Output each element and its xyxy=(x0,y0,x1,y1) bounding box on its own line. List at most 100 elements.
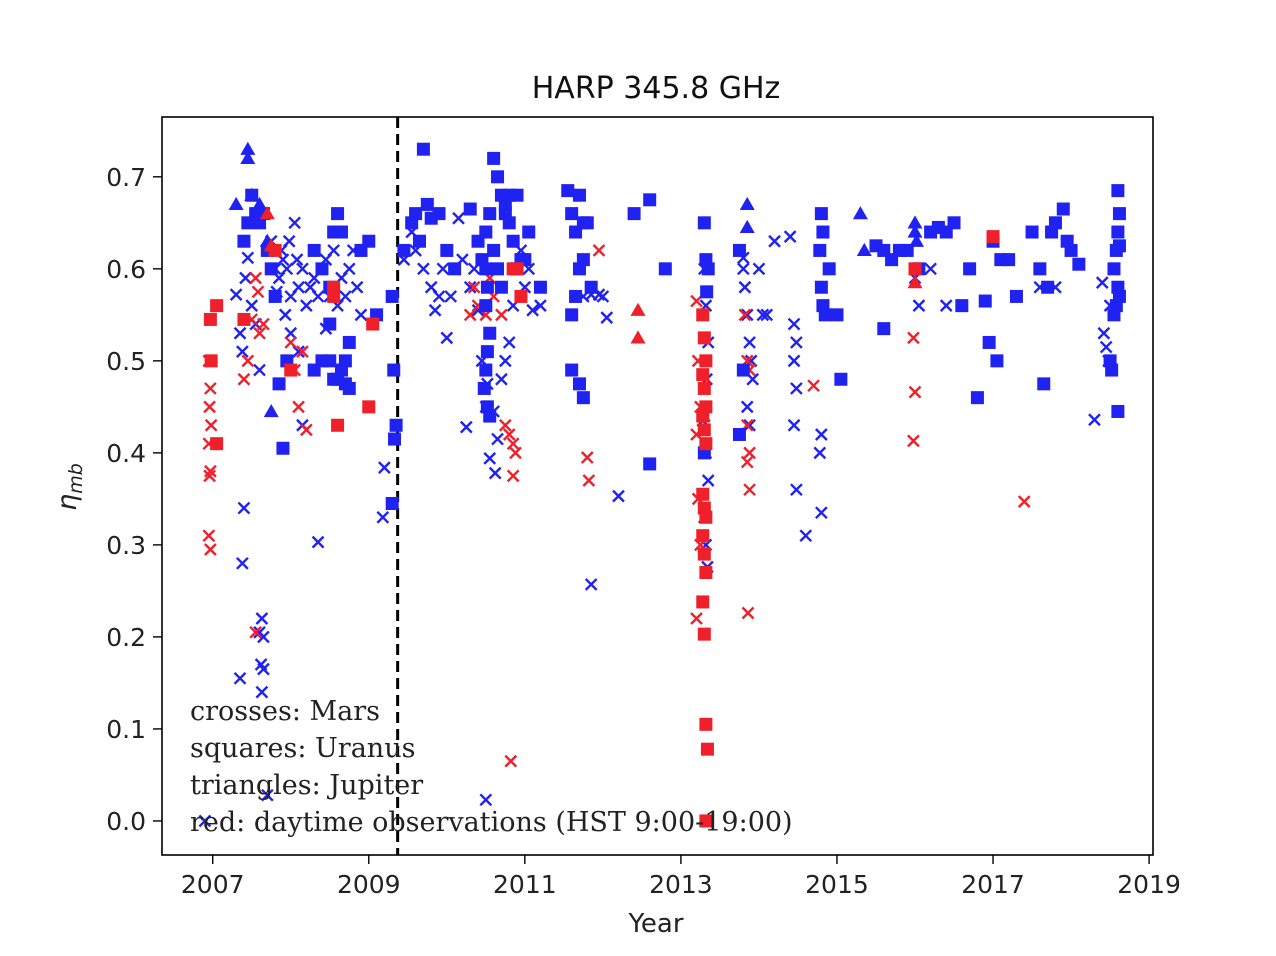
square-marker xyxy=(491,262,505,276)
cross-marker xyxy=(907,331,920,345)
square-marker xyxy=(955,299,969,313)
annotation-line: triangles: Jupiter xyxy=(190,770,423,801)
square-marker xyxy=(1111,184,1125,198)
cross-marker xyxy=(815,506,828,520)
square-marker xyxy=(696,595,710,609)
cross-marker xyxy=(787,354,801,368)
square-marker xyxy=(814,280,828,294)
cross-marker xyxy=(1017,495,1031,508)
cross-marker xyxy=(203,400,216,414)
cross-marker xyxy=(417,262,430,276)
cross-marker xyxy=(756,308,770,322)
cross-marker xyxy=(292,400,305,414)
series-jupiter-day xyxy=(259,206,923,344)
square-marker xyxy=(506,262,520,276)
cross-marker xyxy=(204,464,217,478)
square-marker xyxy=(700,285,714,299)
square-marker xyxy=(1111,404,1125,418)
cross-marker xyxy=(203,469,216,483)
square-marker xyxy=(327,289,341,303)
square-marker xyxy=(978,294,992,308)
square-marker xyxy=(696,529,710,543)
square-marker xyxy=(813,243,827,257)
cross-marker xyxy=(495,308,508,322)
square-marker xyxy=(576,391,590,405)
square-marker xyxy=(494,280,508,294)
cross-marker xyxy=(743,483,756,497)
square-marker xyxy=(572,377,586,391)
square-marker xyxy=(210,299,224,313)
square-marker xyxy=(483,326,497,340)
cross-marker xyxy=(939,299,953,312)
cross-marker xyxy=(432,290,446,303)
cross-marker xyxy=(257,662,270,676)
cross-marker xyxy=(204,382,217,395)
x-tick-label: 2019 xyxy=(1117,870,1181,899)
x-tick-label: 2015 xyxy=(805,870,869,899)
square-marker xyxy=(580,216,594,230)
cross-marker xyxy=(738,308,752,322)
triangle-marker xyxy=(852,206,868,220)
square-marker xyxy=(627,207,641,221)
square-marker xyxy=(385,496,399,510)
cross-marker xyxy=(290,253,304,266)
cross-marker xyxy=(787,317,801,331)
cross-marker xyxy=(502,428,516,441)
square-marker xyxy=(696,409,710,423)
square-marker xyxy=(701,262,715,276)
square-marker xyxy=(1072,257,1086,271)
square-marker xyxy=(1112,207,1126,221)
square-marker xyxy=(389,418,403,432)
x-tick-label: 2011 xyxy=(493,870,557,899)
square-marker xyxy=(565,308,579,322)
cross-marker xyxy=(233,326,247,340)
x-tick-label: 2013 xyxy=(649,870,713,899)
cross-marker xyxy=(339,290,352,303)
triangle-marker xyxy=(739,219,755,234)
cross-marker xyxy=(255,685,269,699)
cross-marker xyxy=(506,437,520,451)
square-marker xyxy=(699,814,713,828)
cross-marker xyxy=(509,446,522,460)
square-marker xyxy=(397,243,411,257)
cross-marker xyxy=(354,308,368,322)
square-marker xyxy=(584,280,598,294)
square-marker xyxy=(237,234,251,248)
square-marker xyxy=(514,289,528,303)
triangle-marker xyxy=(244,187,260,201)
square-marker xyxy=(816,225,830,239)
square-marker xyxy=(522,225,536,239)
cross-marker xyxy=(580,451,594,464)
square-marker xyxy=(237,312,251,326)
cross-marker xyxy=(488,466,502,480)
triangle-marker xyxy=(630,302,646,316)
cross-marker xyxy=(237,501,251,515)
square-marker xyxy=(210,437,224,451)
cross-marker xyxy=(1097,326,1111,340)
square-marker xyxy=(697,627,711,641)
square-marker xyxy=(276,441,290,455)
cross-marker xyxy=(740,308,754,322)
square-marker xyxy=(572,188,586,202)
cross-marker xyxy=(1099,340,1113,354)
x-tick-label: 2009 xyxy=(337,870,401,899)
square-marker xyxy=(388,432,402,446)
triangle-marker xyxy=(228,196,244,211)
triangle-marker xyxy=(907,224,923,238)
y-axis-label: ηmb xyxy=(52,463,87,511)
square-marker xyxy=(331,207,345,221)
cross-marker xyxy=(506,469,520,483)
square-marker xyxy=(385,289,399,303)
legend-annotations: crosses: Mars squares: Uranus triangles: J… xyxy=(190,696,793,838)
cross-marker xyxy=(1088,413,1101,427)
cross-marker xyxy=(815,428,828,441)
square-marker xyxy=(479,225,493,239)
cross-marker xyxy=(237,372,251,386)
y-tick-label: 0.6 xyxy=(106,255,146,284)
square-marker xyxy=(416,142,430,156)
square-marker xyxy=(697,331,711,345)
square-marker xyxy=(448,262,462,276)
cross-marker xyxy=(612,489,625,503)
square-marker xyxy=(533,280,547,294)
